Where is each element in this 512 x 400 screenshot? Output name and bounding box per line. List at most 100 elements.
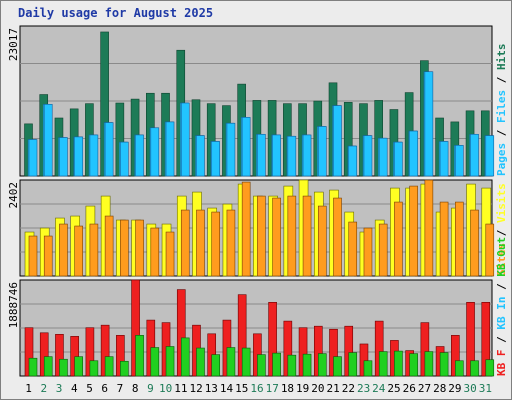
bar-kbout [409,353,418,377]
x-tick-label: 6 [101,382,108,395]
x-tick-label: 30 [464,382,477,395]
legend-entry: KB In [495,297,508,330]
x-tick-label: 3 [56,382,63,395]
x-tick-label: 19 [296,382,309,395]
bar-sites [74,225,83,277]
bar-kbout [180,337,190,377]
bar-kbout [348,352,358,377]
bar-kbout [196,347,205,377]
bar-sites [226,209,236,277]
legend-entry: KB F [495,350,508,377]
bar-kbout [241,347,251,377]
x-tick-label: 27 [418,382,431,395]
bar-pages [43,104,53,177]
bar-sites [317,205,327,277]
bar-sites [180,209,190,277]
x-tick-label: 5 [86,382,93,395]
legend-top: Pages / Files / Hits [495,44,508,177]
bar-kbout [378,351,388,377]
bar-kbout [74,356,83,377]
bar-sites [409,185,418,277]
legend-entry: Sites [495,243,508,276]
legend-entry: / [495,277,508,297]
bar-pages [89,134,99,177]
bar-sites [241,181,251,277]
bar-pages [74,136,83,177]
bar-sites [165,231,175,277]
bar-kbout [424,351,434,377]
bar-sites [470,209,479,277]
bar-sites [104,215,114,277]
bar-pages [120,141,129,177]
x-tick-label: 2 [41,382,48,395]
bar-sites [455,201,464,277]
bar-pages [165,121,175,177]
bar-sites [59,223,68,277]
bar-kbout [257,354,266,377]
bar-kbout [89,360,99,377]
x-tick-label: 14 [220,382,234,395]
x-tick-label: 8 [132,382,139,395]
bar-pages [180,102,190,177]
ymax-label-top: 23017 [7,28,20,61]
bar-sites [211,211,221,277]
bar-sites [439,201,449,277]
x-tick-label: 24 [372,382,386,395]
bar-pages [150,127,160,177]
bar-kbout [120,360,129,377]
bar-sites [135,219,144,277]
x-tick-label: 7 [117,382,124,395]
bar-sites [424,179,434,277]
bar-sites [28,235,38,277]
bar-pages [287,135,297,177]
bar-sites [272,197,281,277]
x-tick-label: 26 [403,382,416,395]
bar-kbout [59,358,68,377]
x-tick-label: 13 [205,382,218,395]
bar-kbout [28,357,38,377]
x-tick-label: 20 [311,382,324,395]
bar-sites [120,219,129,277]
legend-entry: / [495,123,508,143]
x-tick-label: 11 [174,382,187,395]
bar-pages [196,135,205,177]
legend-entry: / [495,330,508,350]
legend-entry: Visits [495,183,508,223]
bar-kbout [470,360,479,377]
x-tick-label: 15 [235,382,248,395]
bar-pages [424,71,434,177]
legend-entry: Hits [495,44,508,71]
bar-pages [363,135,373,177]
bar-sites [485,223,495,277]
bar-pages [317,126,327,177]
bar-pages [226,122,236,177]
bar-sites [196,209,205,277]
bar-kbout [287,354,297,377]
bar-sites [89,223,99,277]
bar-pages [348,145,358,177]
ymax-label-middle: 2402 [7,182,20,209]
bar-pages [485,135,495,177]
bar-kbout [333,356,342,377]
bar-pages [257,133,266,177]
bar-pages [135,134,144,177]
bar-sites [43,235,53,277]
bar-kbout [317,353,327,377]
x-tick-label: 25 [387,382,400,395]
bar-sites [363,227,373,277]
legend-middle: Sites / Visits [495,183,508,276]
x-tick-label: 29 [448,382,461,395]
bar-kbout [104,356,114,377]
ymax-label-bottom: 1888746 [7,282,20,328]
x-tick-label: 9 [147,382,154,395]
bar-kbout [135,335,144,377]
bar-sites [333,197,342,277]
chart-title: Daily usage for August 2025 [18,6,214,20]
x-tick-label: 23 [357,382,370,395]
bar-pages [28,139,38,177]
bar-sites [348,221,358,277]
bar-pages [394,141,403,177]
legend-entry: Files [495,90,508,123]
x-tick-label: 22 [342,382,355,395]
